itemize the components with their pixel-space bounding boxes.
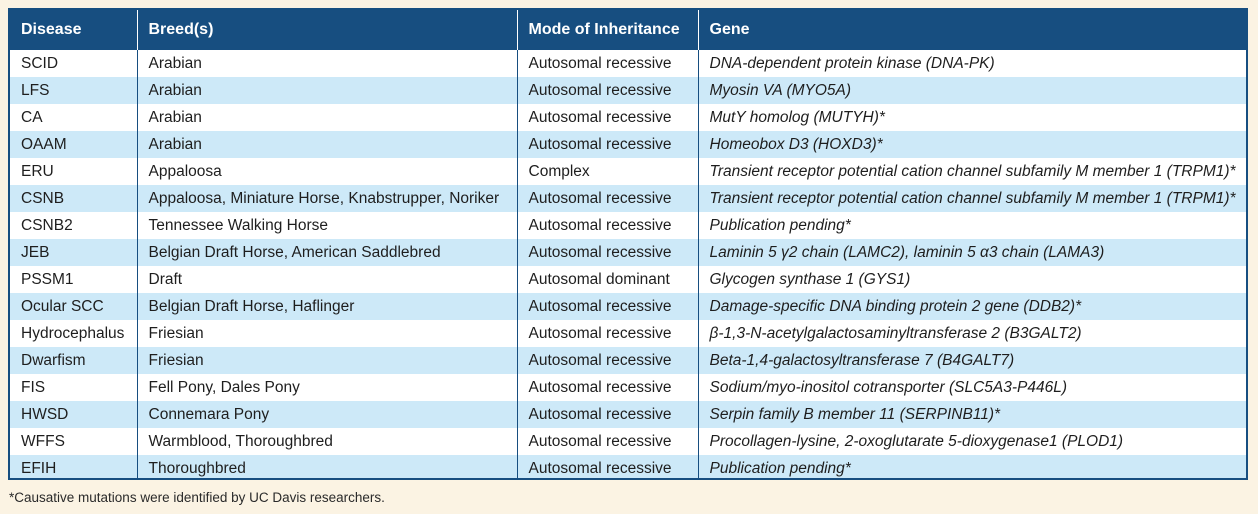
table-header: Disease Breed(s) Mode of Inheritance Gen… — [10, 10, 1246, 50]
disease-cell: Hydrocephalus — [10, 320, 138, 347]
gene-cell: DNA-dependent protein kinase (DNA-PK) — [698, 50, 1246, 77]
breed-cell: Arabian — [137, 104, 518, 131]
table-row: Hydrocephalus Friesian Autosomal recessi… — [10, 320, 1246, 347]
table-row: Ocular SCC Belgian Draft Horse, Haflinge… — [10, 293, 1246, 320]
inheritance-cell: Autosomal recessive — [517, 104, 699, 131]
breed-cell: Belgian Draft Horse, American Saddlebred — [137, 239, 518, 266]
inheritance-cell: Autosomal recessive — [517, 185, 699, 212]
inheritance-cell: Autosomal dominant — [517, 266, 699, 293]
table-row: SCID Arabian Autosomal recessive DNA-dep… — [10, 50, 1246, 77]
table-row: CSNB Appaloosa, Miniature Horse, Knabstr… — [10, 185, 1246, 212]
gene-cell: Publication pending* — [698, 455, 1246, 478]
breed-cell: Connemara Pony — [137, 401, 518, 428]
table-row: HWSD Connemara Pony Autosomal recessive … — [10, 401, 1246, 428]
table-row: JEB Belgian Draft Horse, American Saddle… — [10, 239, 1246, 266]
inheritance-cell: Autosomal recessive — [517, 239, 699, 266]
footnote: *Causative mutations were identified by … — [9, 490, 385, 505]
inheritance-cell: Autosomal recessive — [517, 455, 699, 478]
header-breeds: Breed(s) — [137, 10, 518, 50]
disease-cell: EFIH — [10, 455, 138, 478]
gene-cell: Laminin 5 γ2 chain (LAMC2), laminin 5 α3… — [698, 239, 1246, 266]
gene-cell: Publication pending* — [698, 212, 1246, 239]
gene-cell: MutY homolog (MUTYH)* — [698, 104, 1246, 131]
disease-cell: SCID — [10, 50, 138, 77]
breed-cell: Appaloosa, Miniature Horse, Knabstrupper… — [137, 185, 518, 212]
header-disease: Disease — [10, 10, 138, 50]
disease-cell: Dwarfism — [10, 347, 138, 374]
disease-cell: CA — [10, 104, 138, 131]
breed-cell: Appaloosa — [137, 158, 518, 185]
disease-cell: FIS — [10, 374, 138, 401]
disease-cell: JEB — [10, 239, 138, 266]
disease-cell: HWSD — [10, 401, 138, 428]
header-gene: Gene — [698, 10, 1246, 50]
gene-cell: Homeobox D3 (HOXD3)* — [698, 131, 1246, 158]
table-row: WFFS Warmblood, Thoroughbred Autosomal r… — [10, 428, 1246, 455]
header-mode-of-inheritance: Mode of Inheritance — [517, 10, 699, 50]
table-row: Dwarfism Friesian Autosomal recessive Be… — [10, 347, 1246, 374]
disease-cell: CSNB — [10, 185, 138, 212]
gene-cell: β-1,3-N-acetylgalactosaminyltransferase … — [698, 320, 1246, 347]
breed-cell: Arabian — [137, 77, 518, 104]
disease-cell: LFS — [10, 77, 138, 104]
table-row: ERU Appaloosa Complex Transient receptor… — [10, 158, 1246, 185]
breed-cell: Warmblood, Thoroughbred — [137, 428, 518, 455]
inheritance-cell: Autosomal recessive — [517, 374, 699, 401]
gene-cell: Transient receptor potential cation chan… — [698, 185, 1246, 212]
gene-cell: Sodium/myo-inositol cotransporter (SLC5A… — [698, 374, 1246, 401]
breed-cell: Friesian — [137, 347, 518, 374]
table-row: FIS Fell Pony, Dales Pony Autosomal rece… — [10, 374, 1246, 401]
inheritance-cell: Autosomal recessive — [517, 320, 699, 347]
disease-cell: ERU — [10, 158, 138, 185]
disease-table: Disease Breed(s) Mode of Inheritance Gen… — [10, 10, 1246, 478]
breed-cell: Tennessee Walking Horse — [137, 212, 518, 239]
table-row: OAAM Arabian Autosomal recessive Homeobo… — [10, 131, 1246, 158]
disease-cell: PSSM1 — [10, 266, 138, 293]
gene-cell: Serpin family B member 11 (SERPINB11)* — [698, 401, 1246, 428]
breed-cell: Thoroughbred — [137, 455, 518, 478]
gene-cell: Procollagen-lysine, 2-oxoglutarate 5-dio… — [698, 428, 1246, 455]
inheritance-cell: Autosomal recessive — [517, 401, 699, 428]
gene-cell: Beta-1,4-galactosyltransferase 7 (B4GALT… — [698, 347, 1246, 374]
table-row: CSNB2 Tennessee Walking Horse Autosomal … — [10, 212, 1246, 239]
table-row: CA Arabian Autosomal recessive MutY homo… — [10, 104, 1246, 131]
gene-cell: Damage-specific DNA binding protein 2 ge… — [698, 293, 1246, 320]
inheritance-cell: Autosomal recessive — [517, 77, 699, 104]
inheritance-cell: Autosomal recessive — [517, 212, 699, 239]
disease-cell: WFFS — [10, 428, 138, 455]
disease-cell: CSNB2 — [10, 212, 138, 239]
breed-cell: Fell Pony, Dales Pony — [137, 374, 518, 401]
table-row: PSSM1 Draft Autosomal dominant Glycogen … — [10, 266, 1246, 293]
gene-cell: Transient receptor potential cation chan… — [698, 158, 1246, 185]
breed-cell: Friesian — [137, 320, 518, 347]
table-row: EFIH Thoroughbred Autosomal recessive Pu… — [10, 455, 1246, 478]
header-row: Disease Breed(s) Mode of Inheritance Gen… — [10, 10, 1246, 50]
disease-cell: OAAM — [10, 131, 138, 158]
disease-cell: Ocular SCC — [10, 293, 138, 320]
inheritance-cell: Autosomal recessive — [517, 347, 699, 374]
breed-cell: Arabian — [137, 131, 518, 158]
inheritance-cell: Autosomal recessive — [517, 50, 699, 77]
breed-cell: Arabian — [137, 50, 518, 77]
breed-cell: Draft — [137, 266, 518, 293]
inheritance-cell: Autosomal recessive — [517, 293, 699, 320]
inheritance-cell: Autosomal recessive — [517, 428, 699, 455]
breed-cell: Belgian Draft Horse, Haflinger — [137, 293, 518, 320]
disease-table-frame: Disease Breed(s) Mode of Inheritance Gen… — [8, 8, 1248, 480]
inheritance-cell: Complex — [517, 158, 699, 185]
inheritance-cell: Autosomal recessive — [517, 131, 699, 158]
gene-cell: Glycogen synthase 1 (GYS1) — [698, 266, 1246, 293]
table-body: SCID Arabian Autosomal recessive DNA-dep… — [10, 50, 1246, 478]
gene-cell: Myosin VA (MYO5A) — [698, 77, 1246, 104]
table-row: LFS Arabian Autosomal recessive Myosin V… — [10, 77, 1246, 104]
